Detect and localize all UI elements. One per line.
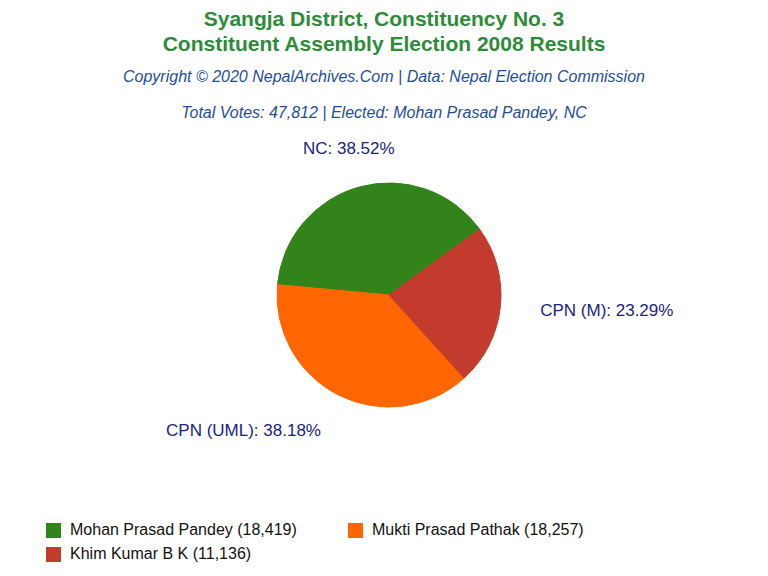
html-text:Total Votes: 47,812 | Elected:: Total Votes: 47,812 | Elected: Mohan Pra…	[181, 104, 587, 121]
svg-text:CPN (M): 23.29%: CPN (M): 23.29%	[540, 301, 673, 320]
html-text:Mohan Prasad Pandey (18,419): Mohan Prasad Pandey (18,419)	[70, 521, 297, 538]
html-text:Constituent Assembly Election: Constituent Assembly Election 2008 Resul…	[162, 32, 606, 55]
html-text:Syangja District, Constituency: Syangja District, Constituency No. 3	[203, 7, 565, 30]
svg-text:NC: 38.52%: NC: 38.52%	[303, 139, 395, 158]
html-text:Mukti Prasad Pathak (18,257): Mukti Prasad Pathak (18,257)	[372, 521, 584, 538]
svg-text:CPN (UML): 38.18%: CPN (UML): 38.18%	[166, 421, 321, 440]
html-text:Copyright © 2020 NepalArchives: Copyright © 2020 NepalArchives.Com | Dat…	[123, 68, 645, 85]
html-text:Khim Kumar B K (11,136): Khim Kumar B K (11,136)	[70, 545, 252, 562]
